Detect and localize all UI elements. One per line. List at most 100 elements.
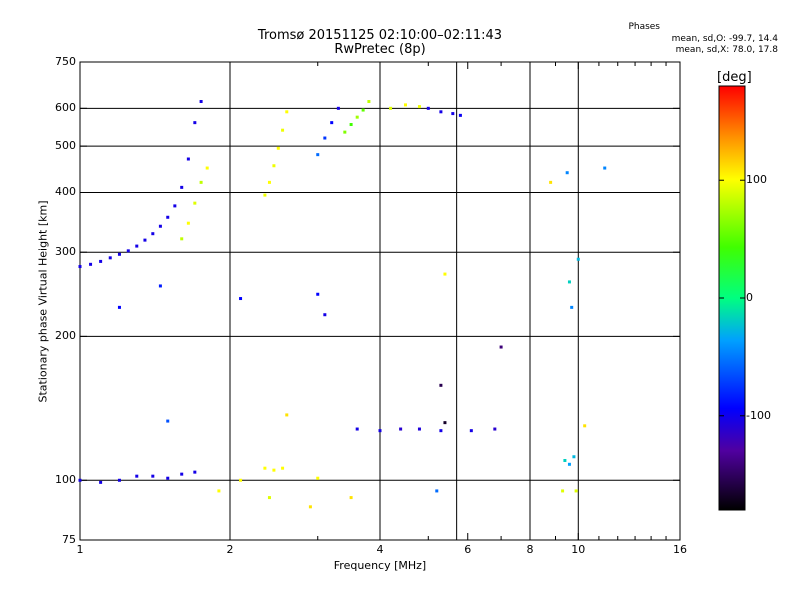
data-point — [403, 103, 407, 107]
data-point — [143, 238, 147, 242]
x-tick-label: 6 — [464, 543, 472, 556]
data-point — [267, 180, 271, 184]
stats-heading: Phases — [628, 22, 660, 32]
data-point — [108, 256, 112, 260]
data-point — [336, 106, 340, 110]
data-point — [574, 489, 578, 493]
data-point — [389, 106, 393, 110]
data-point — [417, 105, 421, 109]
data-point — [349, 496, 353, 500]
data-point — [151, 474, 155, 478]
data-point — [117, 305, 121, 309]
data-point — [193, 470, 197, 474]
y-tick-label: 200 — [55, 329, 76, 343]
x-axis-label: Frequency [MHz] — [333, 559, 427, 572]
data-point — [166, 419, 170, 423]
data-point — [399, 427, 403, 431]
data-point — [355, 115, 359, 119]
data-point — [135, 244, 139, 248]
data-point — [158, 284, 162, 288]
x-tick-label: 10 — [571, 543, 586, 556]
data-point — [180, 237, 184, 241]
data-point — [199, 180, 203, 184]
data-point — [565, 171, 569, 175]
data-point — [330, 121, 334, 125]
data-point — [193, 201, 197, 205]
colorbar-tick-label: 100 — [746, 173, 767, 187]
data-point — [443, 272, 447, 276]
data-point — [281, 128, 285, 132]
data-point — [439, 429, 443, 433]
data-point — [323, 136, 327, 140]
colorbar-label: [deg] — [717, 70, 752, 85]
data-point — [367, 100, 371, 104]
y-tick-label: 400 — [55, 185, 76, 199]
chart-title: Tromsø 20151125 02:10:00–02:11:43 — [257, 28, 503, 43]
data-point — [435, 489, 439, 493]
data-point — [126, 249, 130, 253]
data-point — [199, 100, 203, 104]
data-point — [117, 478, 121, 482]
data-point — [355, 427, 359, 431]
data-point — [217, 489, 221, 493]
plot-area — [78, 61, 681, 541]
y-tick-label: 75 — [62, 533, 76, 546]
y-tick-label: 600 — [55, 101, 76, 115]
data-point — [439, 110, 443, 114]
data-point — [493, 427, 497, 431]
data-point — [570, 305, 574, 309]
data-point — [173, 204, 177, 208]
x-tick-label: 16 — [673, 543, 687, 556]
x-tick-label: 4 — [376, 543, 384, 556]
data-point — [151, 232, 155, 236]
data-point — [567, 280, 571, 284]
data-point — [239, 297, 243, 301]
data-point — [308, 505, 312, 509]
data-point — [263, 193, 267, 197]
data-point — [276, 146, 280, 150]
chart-subtitle: RwPretec (8p) — [334, 42, 426, 57]
data-point — [443, 421, 447, 425]
data-point — [563, 458, 567, 462]
y-tick-label: 100 — [55, 473, 76, 487]
data-point — [361, 108, 365, 112]
data-point — [583, 424, 587, 428]
data-point — [272, 164, 276, 168]
colorbar-tick-label: -100 — [746, 408, 771, 422]
data-point — [263, 466, 267, 470]
y-tick-label: 750 — [55, 55, 76, 68]
data-point — [567, 462, 571, 466]
data-point — [78, 265, 82, 269]
y-axis-label: Stationary phase Virtual Height [km] — [36, 200, 50, 403]
data-point — [285, 413, 289, 417]
data-point — [166, 215, 170, 219]
data-point — [603, 166, 607, 170]
data-point — [205, 166, 209, 170]
data-point — [78, 478, 82, 482]
data-point — [549, 180, 553, 184]
colorbar-ticks — [719, 179, 745, 417]
data-point — [572, 455, 576, 459]
data-point — [272, 468, 276, 472]
data-point — [316, 292, 320, 296]
data-point — [426, 106, 430, 110]
data-point — [89, 262, 93, 266]
data-point — [158, 224, 162, 228]
data-point — [458, 113, 462, 117]
y-tick-label: 500 — [55, 139, 76, 153]
data-point — [316, 476, 320, 480]
data-point — [451, 112, 455, 116]
x-tick-label: 1 — [76, 543, 84, 556]
data-point — [281, 466, 285, 470]
data-point — [469, 429, 473, 433]
data-point — [343, 130, 347, 134]
data-point — [186, 157, 190, 161]
data-point — [267, 496, 271, 500]
data-point — [193, 121, 197, 125]
data-point — [378, 429, 382, 433]
data-point — [117, 252, 121, 256]
data-point — [166, 476, 170, 480]
data-point — [439, 383, 443, 387]
x-tick-label: 2 — [226, 543, 234, 556]
